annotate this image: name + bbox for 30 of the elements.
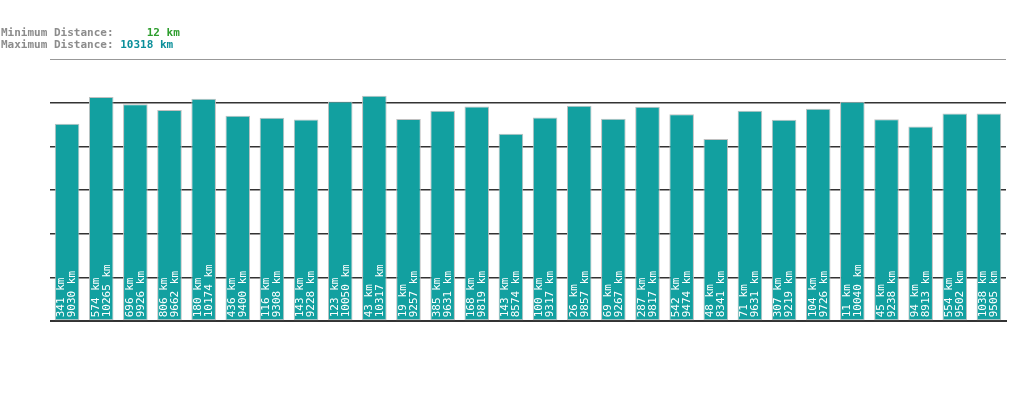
data-label: 574 km 10265 km [88,263,113,318]
data-label: 307 km 9219 km [771,270,796,318]
data-label: 168 km 9819 km [464,270,489,318]
data-label: 11 km 10040 km [839,263,864,318]
data-label: 1038 km 9505 km [976,270,1001,318]
data-label: 26 km 9857 km [566,270,591,318]
data-label: 385 km 9631 km [430,270,454,318]
data-label: 19 km 9257 km [395,270,420,318]
data-label: 94 km 8913 km [908,270,932,318]
data-label: 45 km 9238 km [873,270,898,318]
data-label: 104 km 9726 km [805,270,830,318]
data-label: 436 km 9400 km [225,270,250,318]
data-label: 123 km 10050 km [327,263,352,318]
text: Minimum Distance: 12 km [1,26,180,39]
data-label: 180 km 10174 km [191,263,215,318]
data-label: 100 km 9317 km [532,270,557,318]
data-label: 341 km 9030 km [54,270,79,318]
data-label: 116 km 9308 km [259,270,284,318]
data-label: 71 km 9631 km [737,270,762,318]
data-label: 48 km 8341 km [703,270,728,318]
data-label: 43 km 10317 km [361,263,386,318]
data-label: 287 km 9817 km [634,270,659,318]
data-label: 806 km 9662 km [156,270,181,318]
data-label: 143 km 9228 km [293,270,318,318]
data-label: 696 km 9926 km [122,270,147,318]
text: Maximum Distance: 10318 km [1,38,174,51]
data-label: 554 km 9502 km [942,270,967,318]
data-label: 69 km 9267 km [600,270,625,318]
data-label: 143 km 8574 km [498,270,523,318]
data-label: 542 km 9474 km [669,270,693,318]
